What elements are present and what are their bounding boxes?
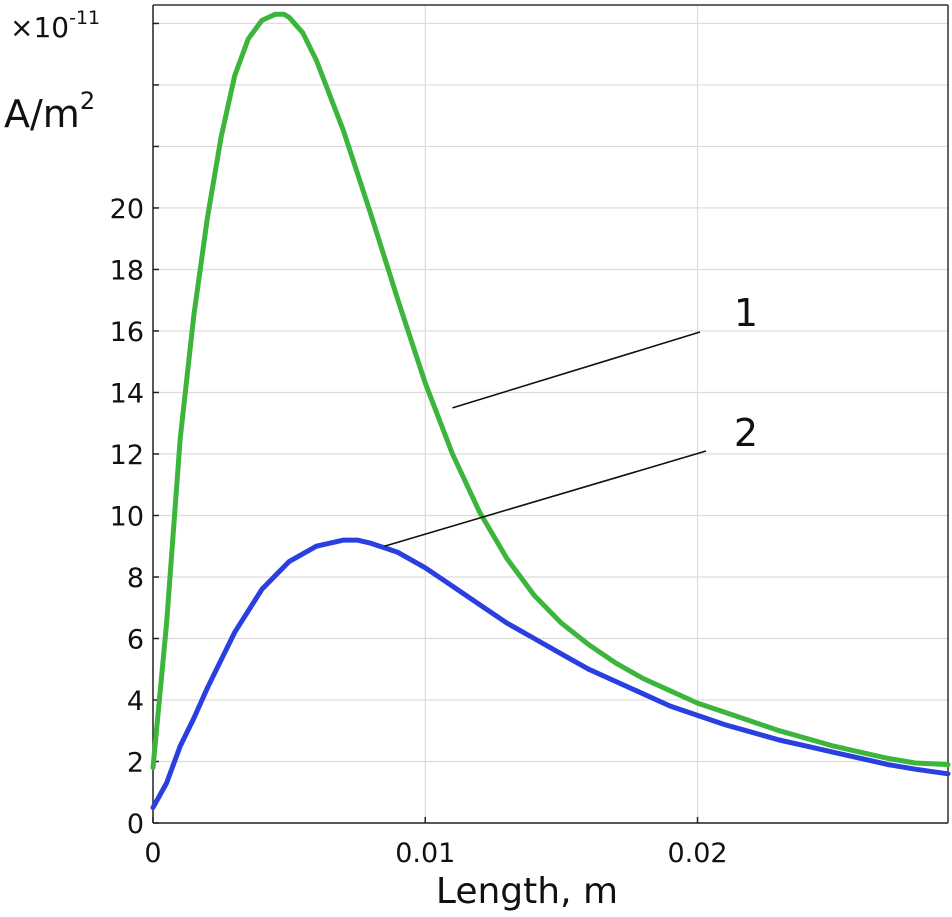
x-tick-labels: 0 0.01 0.02 bbox=[144, 838, 727, 869]
series-layer bbox=[150, 11, 951, 811]
y-tick-label: 16 bbox=[110, 317, 144, 348]
annotation-leader-2 bbox=[384, 450, 707, 548]
y-multiplier-base: ×10 bbox=[10, 11, 69, 44]
y-tick-label: 0 bbox=[127, 809, 144, 840]
y-tick-label: 4 bbox=[127, 686, 144, 717]
y-axis-unit: A/m2 bbox=[4, 87, 95, 136]
x-axis-label: Length, m bbox=[436, 871, 618, 912]
series-line-1 bbox=[150, 11, 951, 771]
y-tick-labels: 0 2 4 6 8 10 12 14 16 18 20 bbox=[110, 194, 144, 840]
annotation-label-1: 1 bbox=[734, 291, 758, 335]
y-multiplier-exponent: -11 bbox=[69, 7, 100, 29]
x-tick-label: 0.01 bbox=[395, 838, 455, 869]
series-line-2 bbox=[150, 537, 951, 811]
y-tick-label: 14 bbox=[110, 378, 144, 409]
annotation-layer: 12 bbox=[384, 291, 758, 548]
y-unit-base: A/m bbox=[4, 92, 80, 136]
plot-axes bbox=[152, 4, 949, 824]
x-tick-label: 0 bbox=[144, 838, 161, 869]
annotation-leader-1 bbox=[452, 331, 701, 409]
y-tick-label: 18 bbox=[110, 255, 144, 286]
y-tick-label: 10 bbox=[110, 501, 144, 532]
x-tick-label: 0.02 bbox=[667, 838, 727, 869]
annotation-label-2: 2 bbox=[734, 411, 758, 455]
y-unit-exponent: 2 bbox=[80, 87, 95, 115]
y-tick-label: 6 bbox=[127, 624, 144, 655]
grid-lines bbox=[152, 5, 948, 824]
y-tick-label: 20 bbox=[110, 194, 144, 225]
y-tick-label: 8 bbox=[127, 563, 144, 594]
y-tick-label: 12 bbox=[110, 440, 144, 471]
y-tick-label: 2 bbox=[127, 747, 144, 778]
y-axis-multiplier: ×10-11 bbox=[10, 7, 100, 44]
